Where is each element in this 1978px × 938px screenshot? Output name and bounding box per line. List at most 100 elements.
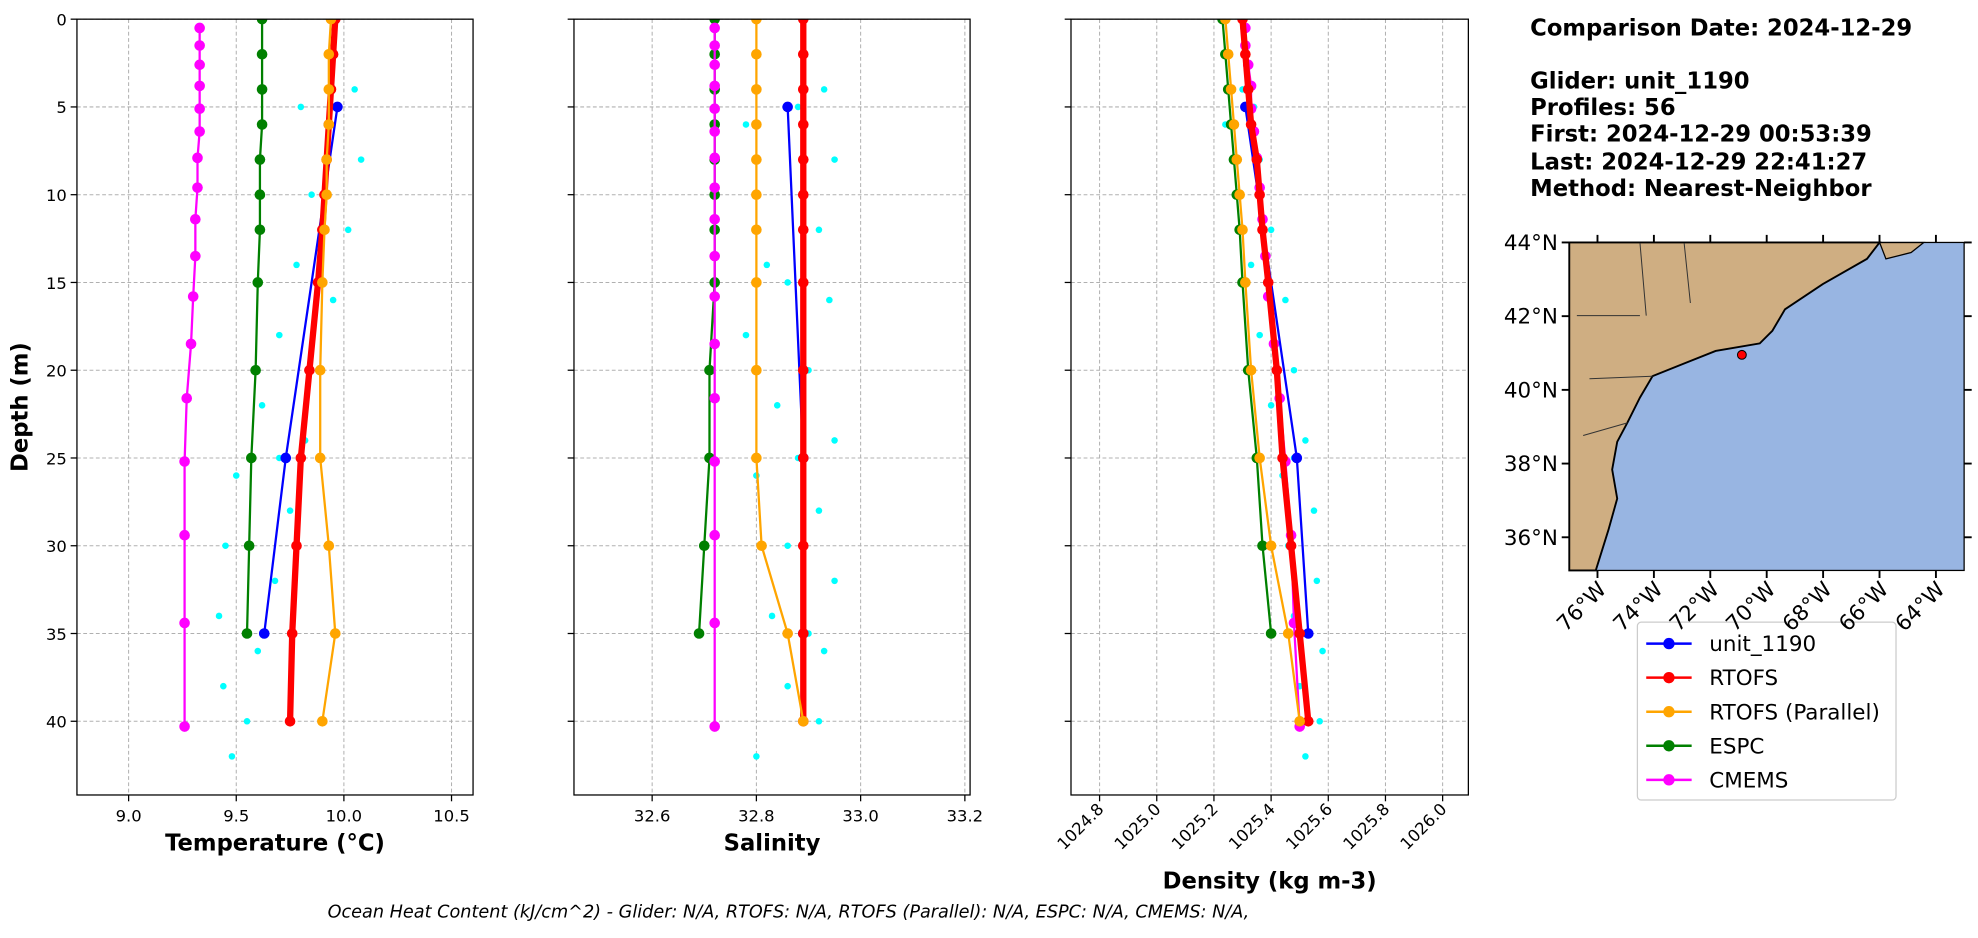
- profile-marker: [751, 452, 762, 464]
- profile-marker: [709, 126, 720, 137]
- glider-point: [1282, 296, 1289, 304]
- profile-marker: [797, 224, 809, 236]
- profile-marker: [704, 364, 715, 376]
- glider-point: [1319, 647, 1326, 655]
- profile-marker: [254, 224, 266, 236]
- glider-point: [815, 507, 823, 514]
- profile-marker: [323, 119, 335, 130]
- profile-marker: [329, 628, 341, 639]
- y-tick-label: 35: [46, 625, 67, 644]
- profile-line: [1221, 19, 1273, 634]
- profile-marker: [317, 277, 328, 288]
- profile-marker: [252, 277, 264, 288]
- profile-marker: [314, 452, 326, 464]
- glider-point: [228, 753, 236, 760]
- profile-marker: [797, 364, 809, 376]
- x-tick-label: 33.2: [947, 806, 983, 825]
- profile-marker: [190, 250, 201, 262]
- glider-point: [1302, 437, 1309, 444]
- profile-marker: [1237, 19, 1248, 25]
- info-line: Method: Nearest-Neighbor: [1530, 176, 1872, 202]
- glider-point: [351, 86, 358, 93]
- info-line: Profiles: 56: [1530, 95, 1675, 121]
- glider-point: [329, 296, 337, 304]
- glider-point: [1302, 753, 1309, 760]
- info-title: Comparison Date: 2024-12-29: [1530, 16, 1912, 42]
- profile-marker: [709, 80, 720, 92]
- glider-point: [215, 612, 223, 620]
- glider-point: [276, 331, 283, 339]
- map-base: [1568, 241, 1965, 572]
- y-tick-label: 0: [56, 10, 66, 29]
- y-tick-label: 44°N: [1504, 231, 1558, 256]
- profile-marker: [797, 715, 809, 727]
- profile-marker: [782, 101, 793, 113]
- profile-line: [245, 19, 264, 634]
- profile-marker: [181, 393, 193, 404]
- profile-marker: [751, 84, 762, 95]
- glider-point: [742, 331, 750, 339]
- x-tick-label: 10.5: [433, 806, 469, 825]
- profile-marker: [280, 452, 292, 464]
- profile-marker: [709, 103, 720, 114]
- profile-marker: [751, 364, 762, 376]
- info-line: Last: 2024-12-29 22:41:27: [1530, 149, 1867, 175]
- profile-marker: [317, 715, 328, 727]
- profile-marker: [797, 277, 809, 288]
- profile-marker: [332, 101, 343, 113]
- profile-marker: [246, 452, 257, 464]
- footer: Ocean Heat Content (kJ/cm^2) - Glider: N…: [328, 902, 1250, 922]
- profile-marker: [698, 540, 710, 552]
- profile-marker: [751, 224, 762, 236]
- x-tick-label: 32.6: [634, 806, 670, 825]
- y-tick-label: 15: [46, 274, 67, 293]
- profile-marker: [709, 456, 720, 467]
- x-tick-label: 32.8: [738, 806, 774, 825]
- glider-point: [773, 402, 781, 409]
- profile-marker: [709, 617, 720, 629]
- profile-marker: [1237, 224, 1248, 236]
- profile-marker: [751, 277, 762, 288]
- profile-marker: [1220, 19, 1231, 25]
- glider-point: [254, 647, 262, 655]
- profile-marker: [194, 59, 205, 71]
- profile-marker: [1240, 277, 1251, 288]
- profile-marker: [709, 250, 720, 262]
- glider-point: [1267, 402, 1275, 409]
- y-tick-label: 42°N: [1504, 305, 1558, 330]
- profile-marker: [709, 182, 720, 193]
- profile-marker: [304, 364, 315, 376]
- glider-point: [1313, 577, 1321, 585]
- borders: [1576, 242, 1691, 436]
- legend-marker: [1663, 671, 1675, 684]
- profile-marker: [1254, 452, 1265, 464]
- profile-marker: [194, 80, 205, 92]
- x-axis-label: Salinity: [724, 830, 821, 856]
- profile-marker: [797, 119, 809, 130]
- glider-point: [763, 261, 771, 269]
- profile-marker: [797, 84, 809, 95]
- profile-marker: [1291, 452, 1303, 464]
- y-tick-label: 20: [46, 362, 67, 381]
- profile-marker: [321, 154, 332, 165]
- glider-point: [220, 682, 227, 690]
- profile-marker: [709, 213, 720, 225]
- glider-point: [820, 86, 828, 93]
- glider-point: [1256, 331, 1263, 339]
- x-tick-label: 9.0: [116, 806, 142, 825]
- legend-label: ESPC: [1709, 734, 1764, 759]
- profile-marker: [243, 540, 255, 552]
- glider-point: [1267, 226, 1275, 234]
- glider-point: [297, 103, 305, 111]
- y-tick-label: 10: [46, 186, 67, 205]
- profile-marker: [1231, 154, 1243, 165]
- plot-area: [693, 19, 838, 760]
- profile-marker: [1277, 452, 1288, 464]
- profile-marker: [1257, 540, 1268, 552]
- profile-marker: [797, 628, 809, 639]
- x-axis-label: Temperature (°C): [165, 830, 385, 856]
- profile-marker: [1294, 715, 1305, 727]
- glider-point: [815, 717, 823, 725]
- profile-marker: [1265, 540, 1277, 552]
